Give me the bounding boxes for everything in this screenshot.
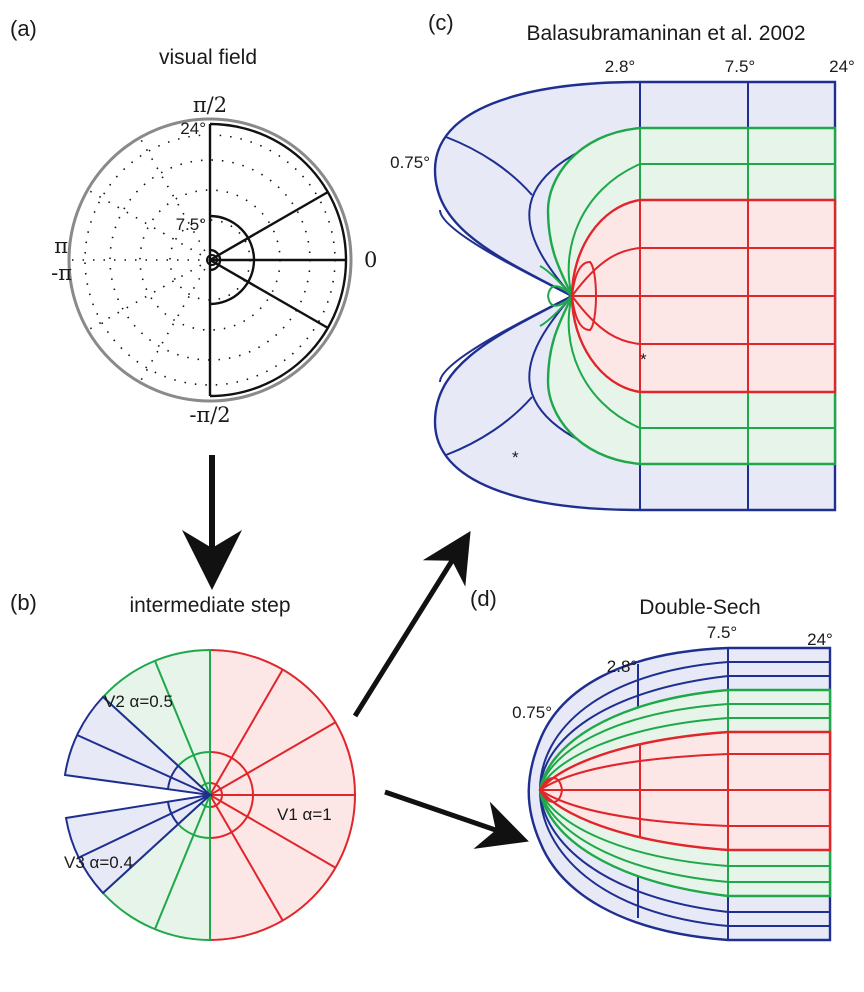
- v3-upper-area: [63, 695, 214, 797]
- intermediate-step-diagram: V1 α=1 V2 α=0.5 V3 α=0.4: [63, 648, 356, 942]
- panel-c: (c) Balasubramaninan et al. 2002: [390, 10, 855, 512]
- eccentricity-label-24: 24°: [180, 119, 206, 138]
- arrow-b-to-d: [384, 789, 529, 849]
- panel-d-title: Double-Sech: [639, 596, 760, 619]
- v1-area: [209, 648, 356, 942]
- panel-a-label: (a): [10, 16, 37, 41]
- balasubramaninan-map: 0.75° 2.8° 7.5° 24° * *: [390, 57, 855, 512]
- v3-lower-area: [64, 793, 214, 895]
- panel-b-title: intermediate step: [129, 594, 290, 617]
- right-hemifield-boundaries: [208, 122, 348, 398]
- arrow-b-to-c: [352, 531, 471, 718]
- angle-label-zero: 0: [364, 248, 377, 272]
- panel-d-label: (d): [470, 586, 497, 611]
- v2-label: V2 α=0.5: [104, 692, 173, 711]
- panel-d: (d) Double-Sech: [470, 586, 833, 942]
- angle-label-bottom: -π/2: [189, 403, 230, 427]
- angle-label-minus-pi: -π: [51, 261, 72, 285]
- d-v1-area: [538, 730, 832, 852]
- c-asterisk-v3: *: [512, 448, 519, 467]
- c-ecc-7-5: 7.5°: [725, 57, 755, 76]
- panel-a: (a) visual field: [10, 16, 377, 427]
- panel-c-title: Balasubramaninan et al. 2002: [526, 22, 805, 45]
- d-ecc-0-75: 0.75°: [512, 703, 552, 722]
- angle-label-pi: π: [54, 234, 68, 258]
- eccentricity-label-7-5: 7.5°: [176, 215, 206, 234]
- panel-b: (b) intermediate step: [10, 590, 356, 942]
- v1-label: V1 α=1: [277, 805, 332, 824]
- fovea-marker: [206, 254, 218, 266]
- panel-a-title: visual field: [159, 46, 257, 69]
- angle-label-top: π/2: [193, 93, 227, 117]
- d-ecc-7-5: 7.5°: [707, 623, 737, 642]
- d-ecc-2-8: 2.8°: [607, 657, 637, 676]
- d-ecc-24: 24°: [807, 630, 833, 649]
- panel-b-label: (b): [10, 590, 37, 615]
- c-asterisk-v2: *: [640, 350, 647, 369]
- c-ecc-0-75: 0.75°: [390, 153, 430, 172]
- double-sech-map: 0.75° 2.8° 7.5° 24°: [512, 623, 833, 942]
- v3-label: V3 α=0.4: [64, 853, 133, 872]
- c-ecc-2-8: 2.8°: [605, 57, 635, 76]
- visual-field-polar-diagram: π/2 -π/2 π -π 0 24° 7.5°: [51, 93, 377, 427]
- c-v1-area: [570, 198, 837, 394]
- outer-circle: [67, 117, 353, 403]
- c-ecc-24: 24°: [829, 57, 855, 76]
- panel-c-label: (c): [428, 10, 454, 35]
